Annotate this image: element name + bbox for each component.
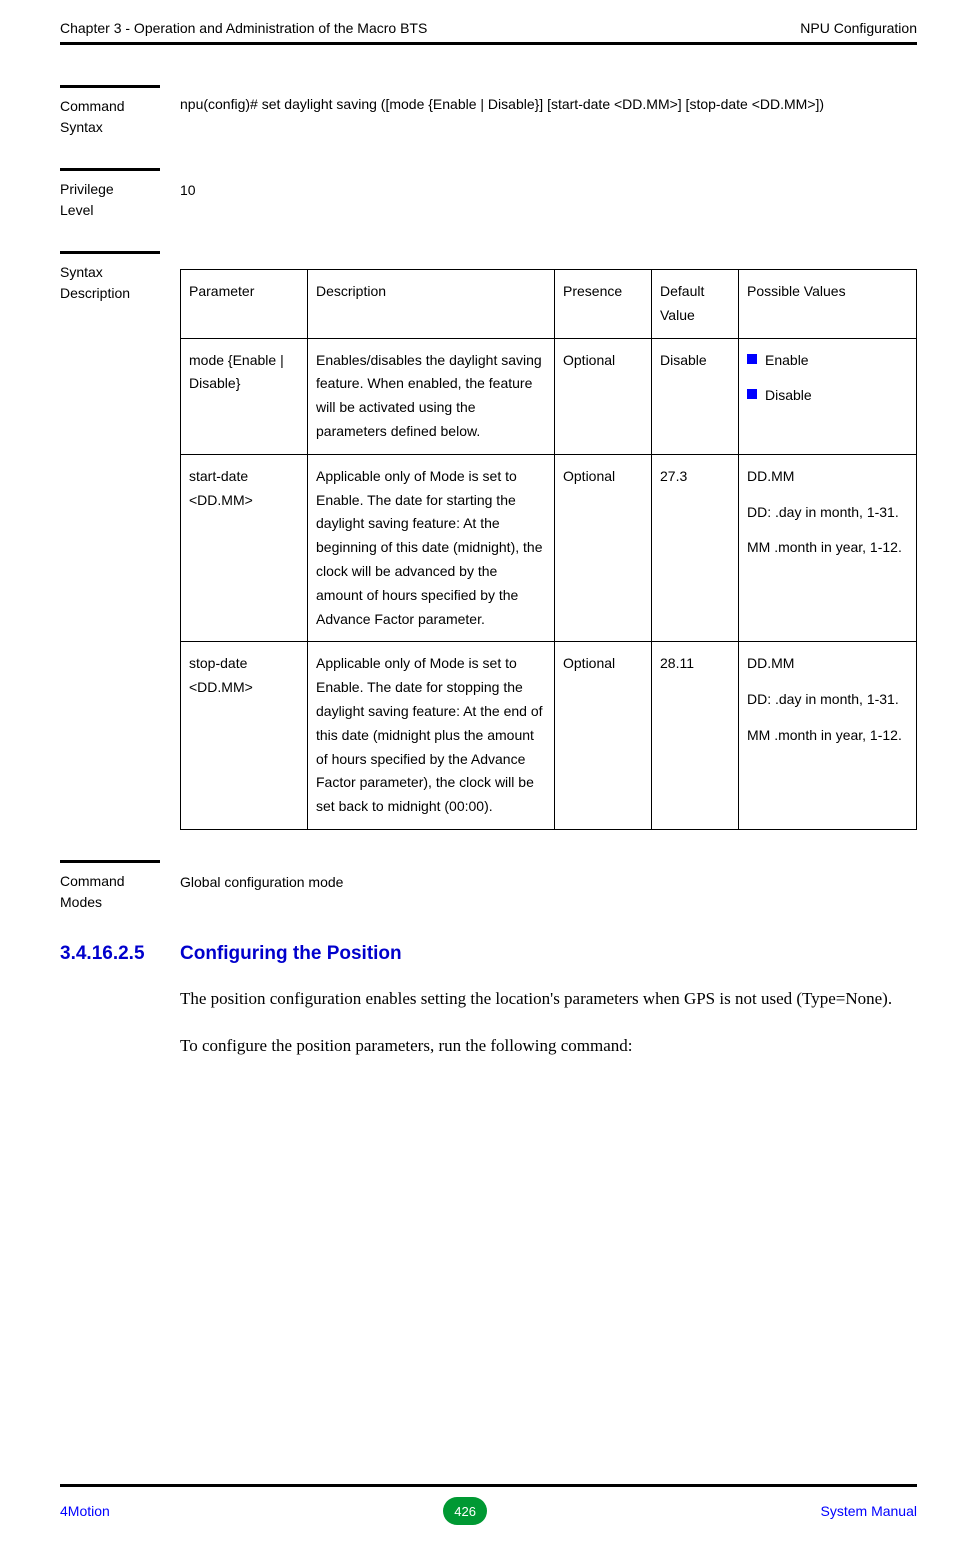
section-paragraph: To configure the position parameters, ru… <box>180 1032 917 1061</box>
possible-line: MM .month in year, 1-12. <box>747 536 908 560</box>
command-modes-label: Command Modes <box>60 860 160 913</box>
section-number: 3.4.16.2.5 <box>60 943 180 965</box>
cell-parameter: stop-date <DD.MM> <box>181 642 308 830</box>
table-row: start-date <DD.MM> Applicable only of Mo… <box>181 454 917 642</box>
cell-possible: DD.MM DD: .day in month, 1-31. MM .month… <box>739 642 917 830</box>
possible-line: DD: .day in month, 1-31. <box>747 688 908 712</box>
footer-right: System Manual <box>821 1503 917 1519</box>
col-presence: Presence <box>555 270 652 339</box>
label-line2: Description <box>60 285 130 301</box>
syntax-description-content: Parameter Description Presence Default V… <box>160 251 917 830</box>
page-footer: 4Motion 426 System Manual <box>60 1484 917 1525</box>
cell-presence: Optional <box>555 642 652 830</box>
privilege-level-text: 10 <box>160 168 917 203</box>
footer-left: 4Motion <box>60 1503 110 1519</box>
header-rule <box>60 42 917 45</box>
page-header: Chapter 3 - Operation and Administration… <box>60 20 917 36</box>
cell-description: Applicable only of Mode is set to Enable… <box>308 642 555 830</box>
label-line2: Modes <box>60 894 102 910</box>
col-possible-values: Possible Values <box>739 270 917 339</box>
syntax-description-table: Parameter Description Presence Default V… <box>180 269 917 830</box>
table-row: mode {Enable | Disable} Enables/disables… <box>181 338 917 454</box>
syntax-description-block: Syntax Description Parameter Description… <box>60 251 917 830</box>
command-syntax-label: Command Syntax <box>60 85 160 138</box>
label-line1: Command <box>60 98 125 114</box>
bullet-text: Enable <box>765 349 809 373</box>
command-syntax-text: npu(config)# set daylight saving ([mode … <box>160 85 917 117</box>
page-number-badge: 426 <box>443 1497 487 1525</box>
footer-rule <box>60 1484 917 1487</box>
table-header-row: Parameter Description Presence Default V… <box>181 270 917 339</box>
cell-parameter: mode {Enable | Disable} <box>181 338 308 454</box>
bullet-square-icon <box>747 354 757 364</box>
cell-default: 27.3 <box>652 454 739 642</box>
table-row: stop-date <DD.MM> Applicable only of Mod… <box>181 642 917 830</box>
footer-line: 4Motion 426 System Manual <box>60 1497 917 1525</box>
label-line1: Command <box>60 873 125 889</box>
page-root: Chapter 3 - Operation and Administration… <box>0 0 977 1545</box>
possible-line: MM .month in year, 1-12. <box>747 724 908 748</box>
command-syntax-block: Command Syntax npu(config)# set daylight… <box>60 85 917 138</box>
privilege-level-block: Privilege Level 10 <box>60 168 917 221</box>
syntax-description-label: Syntax Description <box>60 251 160 304</box>
label-line1: Privilege <box>60 181 114 197</box>
command-modes-block: Command Modes Global configuration mode <box>60 860 917 913</box>
cell-presence: Optional <box>555 454 652 642</box>
cell-default: Disable <box>652 338 739 454</box>
bullet-text: Disable <box>765 384 812 408</box>
label-line1: Syntax <box>60 264 103 280</box>
col-default-value: Default Value <box>652 270 739 339</box>
privilege-level-label: Privilege Level <box>60 168 160 221</box>
col-parameter: Parameter <box>181 270 308 339</box>
section-title: Configuring the Position <box>180 943 402 965</box>
bullet-square-icon <box>747 389 757 399</box>
cell-default: 28.11 <box>652 642 739 830</box>
header-left: Chapter 3 - Operation and Administration… <box>60 20 427 36</box>
col-description: Description <box>308 270 555 339</box>
possible-line: DD.MM <box>747 465 908 489</box>
bullet-item: Disable <box>747 384 908 408</box>
cell-possible: DD.MM DD: .day in month, 1-31. MM .month… <box>739 454 917 642</box>
cell-description: Enables/disables the daylight saving fea… <box>308 338 555 454</box>
possible-line: DD: .day in month, 1-31. <box>747 501 908 525</box>
label-line2: Syntax <box>60 119 103 135</box>
label-line2: Level <box>60 202 93 218</box>
possible-line: DD.MM <box>747 652 908 676</box>
section-paragraph: The position configuration enables setti… <box>180 985 917 1014</box>
header-right: NPU Configuration <box>800 20 917 36</box>
cell-description: Applicable only of Mode is set to Enable… <box>308 454 555 642</box>
cell-presence: Optional <box>555 338 652 454</box>
bullet-item: Enable <box>747 349 908 373</box>
section-heading: 3.4.16.2.5 Configuring the Position <box>60 943 917 965</box>
cell-possible: Enable Disable <box>739 338 917 454</box>
cell-parameter: start-date <DD.MM> <box>181 454 308 642</box>
command-modes-text: Global configuration mode <box>160 860 917 895</box>
